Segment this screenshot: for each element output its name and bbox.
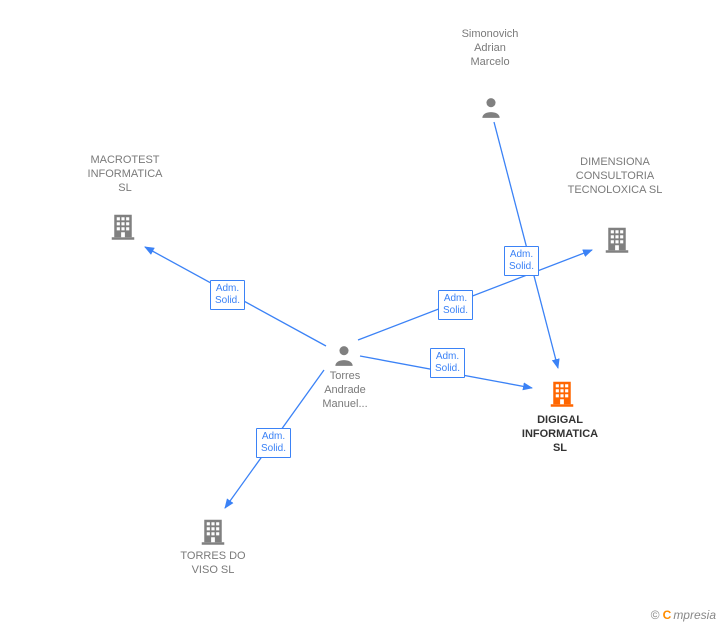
watermark-accent: C bbox=[663, 608, 672, 622]
node-label-digigal: DIGIGAL INFORMATICA SL bbox=[510, 414, 610, 455]
node-label-macrotest: MACROTEST INFORMATICA SL bbox=[80, 154, 170, 195]
person-icon bbox=[478, 94, 504, 125]
watermark: © Cmpresia bbox=[650, 608, 716, 622]
node-label-simonovich: Simonovich Adrian Marcelo bbox=[445, 28, 535, 69]
watermark-text: mpresia bbox=[673, 608, 716, 622]
node-label-dimensiona: DIMENSIONA CONSULTORIA TECNOLOXICA SL bbox=[555, 156, 675, 197]
building-icon bbox=[602, 224, 632, 259]
building-icon bbox=[547, 378, 577, 413]
edge-label: Adm. Solid. bbox=[430, 348, 465, 378]
person-icon bbox=[331, 342, 357, 373]
edges-layer bbox=[0, 0, 728, 630]
edge bbox=[358, 250, 592, 340]
node-label-torres_viso: TORRES DO VISO SL bbox=[168, 550, 258, 578]
copyright-symbol: © bbox=[650, 608, 659, 622]
edge bbox=[494, 122, 558, 368]
building-icon bbox=[198, 516, 228, 551]
edge-label: Adm. Solid. bbox=[504, 246, 539, 276]
building-icon bbox=[108, 211, 138, 246]
edge-label: Adm. Solid. bbox=[256, 428, 291, 458]
edge-label: Adm. Solid. bbox=[438, 290, 473, 320]
node-label-torres_andrade: Torres Andrade Manuel... bbox=[310, 370, 380, 411]
edge-label: Adm. Solid. bbox=[210, 280, 245, 310]
